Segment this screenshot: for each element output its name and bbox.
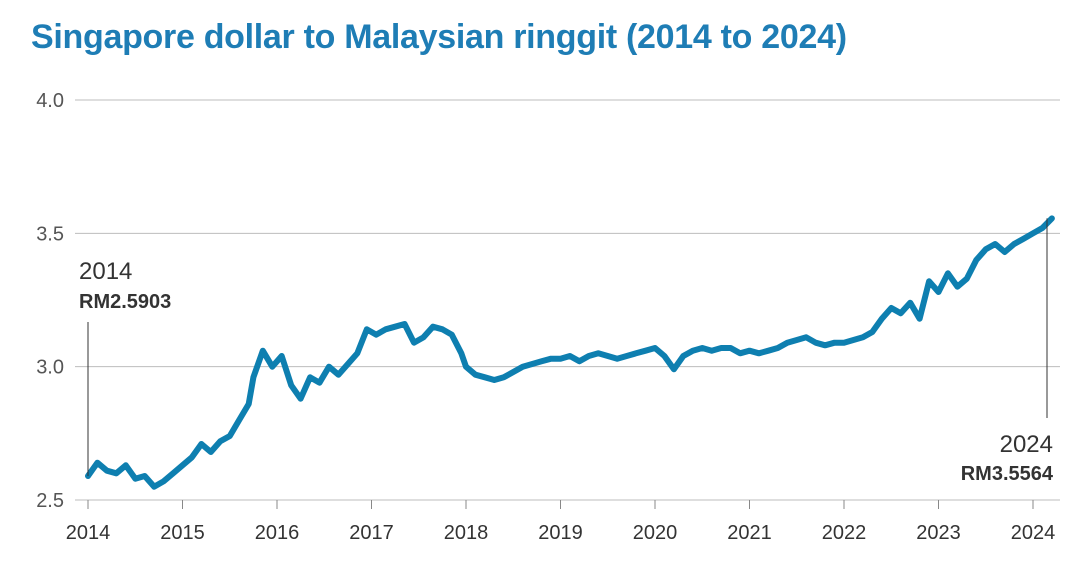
x-tick-label: 2023 (916, 522, 961, 544)
x-tick-label: 2018 (444, 522, 489, 544)
x-tick-label: 2021 (727, 522, 772, 544)
x-axis: 2014 2015 2016 2017 2018 2019 2020 2021 2022 2023… (66, 500, 1056, 544)
gridlines (75, 99, 1060, 501)
y-tick-label: 3.5 (36, 223, 64, 245)
start-annotation-value: RM2.5903 (79, 291, 171, 313)
x-tick-label: 2016 (255, 522, 300, 544)
series-line-0 (85, 215, 1055, 490)
x-tick-label: 2015 (160, 522, 205, 544)
series-layer (85, 215, 1055, 490)
y-tick-label: 4.0 (36, 90, 64, 112)
chart-title: Singapore dollar to Malaysian ringgit (2… (31, 18, 847, 56)
x-tick-label: 2024 (1011, 522, 1056, 544)
annotations: 2014 RM2.5903 2024 RM3.5564 (79, 218, 1054, 485)
x-tick-label: 2017 (349, 522, 394, 544)
y-tick-label: 3.0 (36, 357, 64, 379)
end-annotation-year: 2024 (1000, 431, 1053, 458)
x-tick-label: 2022 (822, 522, 867, 544)
end-annotation-value: RM3.5564 (961, 463, 1054, 485)
x-tick-label: 2014 (66, 522, 111, 544)
y-tick-label: 2.5 (36, 490, 64, 512)
x-tick-label: 2019 (538, 522, 583, 544)
x-tick-label: 2020 (633, 522, 678, 544)
start-annotation-year: 2014 (79, 258, 132, 285)
y-axis: 2.5 3.0 3.5 4.0 (36, 90, 64, 512)
